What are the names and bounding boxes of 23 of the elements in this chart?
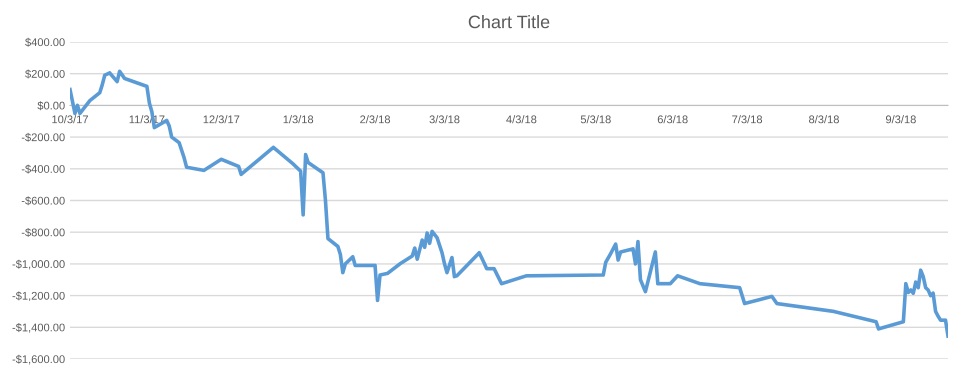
y-tick-label: -$400.00 (22, 164, 65, 174)
y-tick-label: -$1,200.00 (12, 291, 65, 302)
y-tick-label: -$1,000.00 (12, 260, 65, 270)
x-tick-label: 12/3/17 (204, 115, 240, 124)
x-tick-label: 6/3/18 (658, 115, 688, 124)
y-tick-label: -$1,600.00 (12, 354, 65, 364)
x-tick-label: 3/3/18 (429, 115, 460, 124)
y-tick-label: $0.00 (37, 101, 65, 110)
x-tick-label: 7/3/18 (732, 115, 762, 124)
x-tick-label: 9/3/18 (886, 115, 916, 124)
chart-title: Chart Title (468, 15, 550, 28)
x-tick-label: 2/3/18 (360, 115, 390, 124)
x-tick-label: 1/3/18 (284, 115, 314, 124)
y-tick-label: -$800.00 (22, 228, 65, 237)
y-tick-label: -$600.00 (22, 196, 65, 206)
x-tick-label: 4/3/18 (506, 115, 536, 124)
x-tick-label: 5/3/18 (580, 115, 611, 124)
x-tick-label: 8/3/18 (809, 115, 839, 124)
y-tick-label: $400.00 (25, 38, 65, 47)
y-tick-label: -$1,400.00 (12, 323, 65, 333)
x-tick-label: 10/3/17 (52, 115, 88, 124)
y-tick-label: $200.00 (25, 70, 65, 78)
y-tick-label: -$200.00 (22, 132, 65, 142)
